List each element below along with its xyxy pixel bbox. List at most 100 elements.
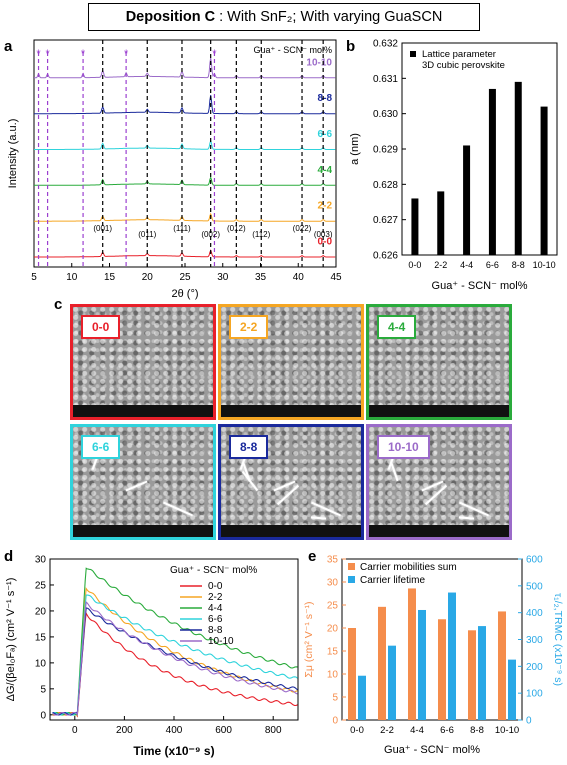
lattice-x-tick-label: 8-8 [512, 260, 525, 270]
xrd-peak-label: (022) [293, 224, 312, 233]
xrd-series-label-6-6: 6-6 [318, 129, 333, 140]
xrd-trace-2-2 [34, 212, 336, 222]
xrd-chart: 0-0 2-2 4-4 6-6 8-8 10-10 * * * * * (001) (011) (111)… [7, 39, 342, 300]
trmc-legend-label-4-4: 4-4 [208, 603, 223, 614]
xrd-series-label-4-4: 4-4 [318, 165, 333, 176]
mobility-y-tick-label: 25 [327, 601, 339, 612]
mobility-y-tick-label: 30 [327, 578, 339, 589]
lattice-y-tick-label: 0.626 [373, 251, 398, 262]
xrd-x-tick-label: 40 [293, 272, 305, 283]
lattice-bar-8-8 [514, 81, 522, 255]
lattice-y-tick-label: 0.627 [373, 215, 398, 226]
mobility-bar-0-0 [348, 628, 356, 720]
lifetime-y-axis-label: τ₁/₂,TRMC (x10⁻⁹ s) [552, 593, 564, 686]
lifetime-bar-10-10 [508, 659, 516, 720]
trmc-x-tick-label: 200 [116, 725, 133, 736]
mobility-bar-8-8 [468, 630, 476, 720]
lattice-y-tick-label: 0.631 [373, 74, 398, 85]
xrd-star-marker: * [45, 48, 50, 60]
lattice-bar-4-4 [463, 145, 471, 255]
trmc-x-tick-label: 400 [166, 725, 183, 736]
lattice-y-tick-label: 0.632 [373, 39, 398, 50]
sem-info-bar [221, 405, 361, 417]
sem-label-8-8: 8-8 [229, 435, 269, 459]
panel-label-e: e [308, 548, 317, 565]
mobility-y-tick-label: 5 [332, 693, 338, 704]
xrd-trace-10-10 [34, 57, 336, 79]
lattice-bar-6-6 [488, 88, 496, 255]
xrd-star-marker: * [36, 48, 41, 60]
lattice-parameter-chart: 0.626 0.627 0.628 0.629 0.630 0.631 0.632 0-0 2-… [349, 39, 558, 292]
e-x-tick-label: 2-2 [380, 725, 394, 736]
trmc-y-tick-label: 10 [35, 658, 47, 669]
lifetime-y-tick-label: 600 [526, 555, 543, 566]
lifetime-bar-2-2 [388, 645, 396, 720]
lattice-bar-2-2 [437, 191, 445, 255]
mobility-bar-2-2 [378, 606, 386, 720]
xrd-peak-label: (012) [227, 224, 246, 233]
xrd-x-tick-label: 15 [104, 272, 116, 283]
mobility-bar-10-10 [498, 611, 506, 720]
lattice-bar-0-0 [411, 198, 419, 255]
mobility-lifetime-chart: 0 5 10 15 20 25 30 35 0 100 200 300 400 500 600 0-0 2-2 4… [303, 555, 564, 757]
xrd-series-label-0-0: 0-0 [318, 236, 333, 247]
lattice-x-tick-label: 0-0 [408, 260, 421, 270]
e-x-axis-label: Gua⁺ - SCN⁻ mol% [384, 744, 480, 756]
mobility-bar-6-6 [438, 619, 446, 720]
xrd-x-tick-label: 30 [217, 272, 229, 283]
lifetime-y-tick-label: 0 [526, 716, 532, 727]
sem-image-10-10: 10-10 [366, 424, 512, 540]
trmc-legend-label-0-0: 0-0 [208, 581, 223, 592]
lattice-y-tick-label: 0.628 [373, 180, 398, 191]
sem-label-4-4: 4-4 [377, 315, 417, 339]
trmc-y-tick-label: 25 [35, 580, 47, 591]
trmc-transient-chart: 0 5 10 15 20 25 30 0 200 400 600 800 0-02-24-46-68-8… [5, 555, 299, 758]
panel-label-b: b [346, 38, 356, 55]
lifetime-bar-6-6 [448, 592, 456, 720]
trmc-legend-title: Gua⁺ - SCN⁻ mol% [170, 565, 257, 576]
panel-label-d: d [4, 548, 14, 565]
mobility-y-tick-label: 15 [327, 647, 339, 658]
trmc-y-axis-label: ΔG/(βeI₀Fₐ) (cm² V⁻¹ s⁻¹) [5, 578, 17, 702]
mobility-y-tick-label: 20 [327, 624, 339, 635]
lifetime-y-tick-label: 300 [526, 635, 543, 646]
sem-image-6-6: 6-6 [70, 424, 216, 540]
sem-image-0-0: 0-0 [70, 304, 216, 420]
sem-image-2-2: 2-2 [218, 304, 364, 420]
lifetime-y-tick-label: 500 [526, 581, 543, 592]
xrd-x-tick-label: 35 [255, 272, 267, 283]
sem-label-6-6: 6-6 [81, 435, 121, 459]
lattice-x-tick-label: 2-2 [434, 260, 447, 270]
trmc-y-tick-label: 15 [35, 632, 47, 643]
lattice-x-axis-label: Gua⁺ - SCN⁻ mol% [432, 280, 528, 292]
lattice-x-tick-label: 6-6 [486, 260, 499, 270]
e-x-tick-label: 8-8 [470, 725, 484, 736]
lattice-legend-line1: Lattice parameter [422, 49, 496, 60]
xrd-star-marker: * [212, 48, 217, 60]
lifetime-y-tick-label: 400 [526, 608, 543, 619]
trmc-legend-label-8-8: 8-8 [208, 625, 223, 636]
xrd-peak-label: (001) [93, 224, 112, 233]
lifetime-legend-label: Carrier lifetime [360, 575, 425, 586]
lifetime-y-tick-label: 200 [526, 662, 543, 673]
trmc-y-tick-label: 5 [40, 684, 46, 695]
xrd-peak-label: (111) [173, 224, 191, 233]
mobility-bar-4-4 [408, 588, 416, 720]
xrd-x-tick-label: 45 [330, 272, 342, 283]
xrd-trace-4-4 [34, 175, 336, 186]
xrd-x-tick-label: 10 [66, 272, 78, 283]
trmc-trace-4-4 [52, 567, 298, 716]
mobility-y-tick-label: 35 [327, 555, 339, 566]
xrd-trace-8-8 [34, 95, 336, 115]
xrd-series-label-2-2: 2-2 [318, 201, 333, 212]
trmc-y-tick-label: 20 [35, 606, 47, 617]
trmc-trace-8-8 [52, 607, 298, 716]
e-x-tick-label: 6-6 [440, 725, 454, 736]
xrd-trace-6-6 [34, 139, 336, 150]
trmc-legend-label-6-6: 6-6 [208, 614, 223, 625]
mobility-y-axis-label: Σμ (cm² V⁻¹ s⁻¹) [303, 601, 315, 677]
xrd-legend-title: Gua⁺ - SCN⁻ mol% [253, 45, 332, 55]
xrd-star-marker: * [124, 48, 129, 60]
lattice-x-tick-label: 4-4 [460, 260, 473, 270]
panel-label-c: c [54, 296, 63, 313]
